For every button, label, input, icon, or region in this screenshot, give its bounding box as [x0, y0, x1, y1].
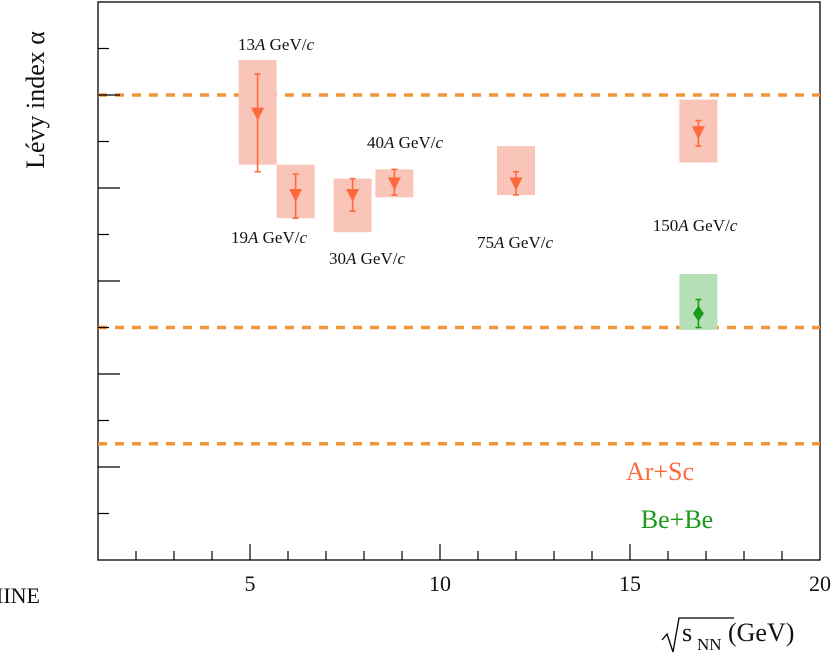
x-tick-label-10: 10 [429, 571, 451, 596]
energy-label-1: 19A GeV/c [231, 228, 307, 247]
x-tick-label-15: 15 [619, 571, 641, 596]
y-axis-title: Lévy index α [21, 31, 50, 169]
systematic-boxes [238, 60, 718, 330]
corner-text: IINE [0, 583, 40, 608]
energy-label-3: 40A GeV/c [367, 133, 443, 152]
energy-label-0: 13A GeV/c [238, 35, 314, 54]
data-markers [251, 107, 705, 322]
energy-annotations: 13A GeV/c 19A GeV/c 30A GeV/c 40A GeV/c 75A … [231, 35, 738, 268]
error-bars [254, 73, 702, 329]
marker-0-2 [346, 188, 360, 202]
x-axis-title-s: s [682, 618, 692, 647]
marker-1-0 [692, 305, 704, 322]
legend-ar-sc: Ar+Sc [626, 457, 694, 486]
energy-label-5: 150A GeV/c [653, 216, 738, 235]
marker-0-0 [251, 107, 265, 121]
marker-0-4 [509, 177, 523, 191]
x-tick-label-5: 5 [245, 571, 256, 596]
marker-0-3 [387, 177, 401, 191]
energy-label-4: 75A GeV/c [477, 233, 553, 252]
sqrt-sign [661, 617, 734, 653]
energy-label-2: 30A GeV/c [329, 249, 405, 268]
axis-ticks: 5 10 15 20 [98, 47, 831, 596]
x-tick-label-20: 20 [809, 571, 831, 596]
marker-0-5 [691, 126, 705, 140]
x-axis-title: s NN (GeV) [661, 617, 794, 654]
x-axis-title-sub: NN [697, 635, 722, 654]
legend-be-be: Be+Be [641, 505, 713, 534]
marker-0-1 [289, 188, 303, 202]
x-axis-title-unit: (GeV) [728, 618, 794, 647]
